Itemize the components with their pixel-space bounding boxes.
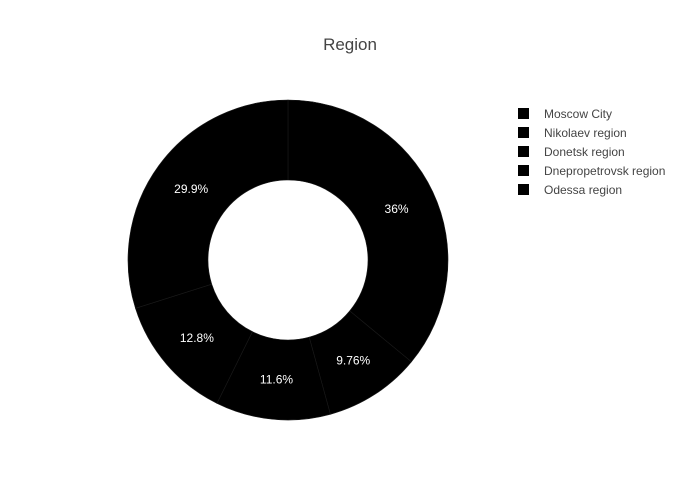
- legend-swatch: [518, 108, 529, 119]
- legend-swatch: [518, 184, 529, 195]
- legend-item-donetsk-region[interactable]: Donetsk region: [518, 145, 625, 159]
- slice-labels: 36% 9.76% 11.6% 12.8% 29.9%: [174, 182, 409, 386]
- legend-swatch: [518, 127, 529, 138]
- legend-swatch: [518, 165, 529, 176]
- legend-label: Moscow City: [544, 107, 612, 121]
- legend-item-dnepropetrovsk-region[interactable]: Dnepropetrovsk region: [518, 164, 665, 178]
- slice-label-donetsk-region: 11.6%: [260, 372, 293, 386]
- legend-label: Donetsk region: [544, 145, 625, 159]
- slice-label-moscow-city: 36%: [385, 202, 409, 216]
- chart-title: Region: [323, 35, 377, 54]
- donut-slices: [127, 99, 449, 421]
- legend-label: Nikolaev region: [544, 126, 627, 140]
- slice-label-odessa-region: 29.9%: [174, 182, 208, 196]
- slice-label-nikolaev-region: 9.76%: [336, 354, 370, 368]
- legend-swatch: [518, 146, 529, 157]
- slice-label-dnepropetrovsk-region: 12.8%: [180, 331, 214, 345]
- slice-moscow-city[interactable]: [287, 99, 449, 363]
- legend: Moscow City Nikolaev region Donetsk region…: [518, 107, 665, 197]
- legend-item-odessa-region[interactable]: Odessa region: [518, 183, 622, 197]
- legend-label: Dnepropetrovsk region: [544, 164, 665, 178]
- legend-item-nikolaev-region[interactable]: Nikolaev region: [518, 126, 627, 140]
- slice-odessa-region[interactable]: [127, 99, 289, 309]
- legend-label: Odessa region: [544, 183, 622, 197]
- legend-item-moscow-city[interactable]: Moscow City: [518, 107, 612, 121]
